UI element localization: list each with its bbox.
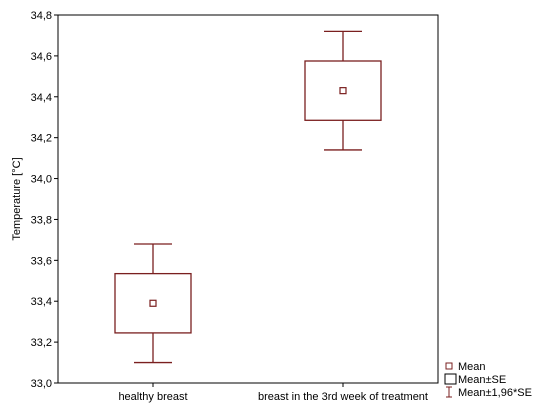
legend-se-marker [444,373,457,385]
y-tick-label: 34,2 [31,133,52,145]
legend: Mean Mean±SE Mean±1,96*SE [444,361,532,399]
legend-ci-label: Mean±1,96*SE [458,387,532,399]
box-1 [114,243,192,364]
x-tick-label: breast in the 3rd week of treatment [258,391,428,403]
y-axis-title: Temperature [°C] [11,157,23,240]
legend-ci-marker [446,386,452,398]
y-axis: 33,0 33,2 33,4 33,6 33,8 34,0 34,2 34,4 34,6 34,8 [31,10,58,390]
x-axis: healthy breast breast in the 3rd week of … [118,383,428,403]
y-tick-label: 33,6 [31,255,52,267]
y-tick-label: 33,4 [31,296,52,308]
plot-frame [57,14,439,384]
y-tick-label: 34,8 [31,10,52,22]
mean-marker [149,299,157,307]
y-tick-label: 34,6 [31,51,52,63]
mean-marker [339,87,347,95]
x-tick-label: healthy breast [118,391,187,403]
box-2 [304,30,382,151]
y-tick-label: 34,4 [31,92,52,104]
legend-se-label: Mean±SE [458,374,506,386]
legend-mean-label: Mean [458,361,486,373]
y-tick-label: 33,8 [31,214,52,226]
legend-mean-marker [445,362,453,370]
y-tick-label: 33,0 [31,378,52,390]
y-tick-label: 33,2 [31,337,52,349]
y-tick-label: 34,0 [31,174,52,186]
series-boxes [114,30,382,364]
